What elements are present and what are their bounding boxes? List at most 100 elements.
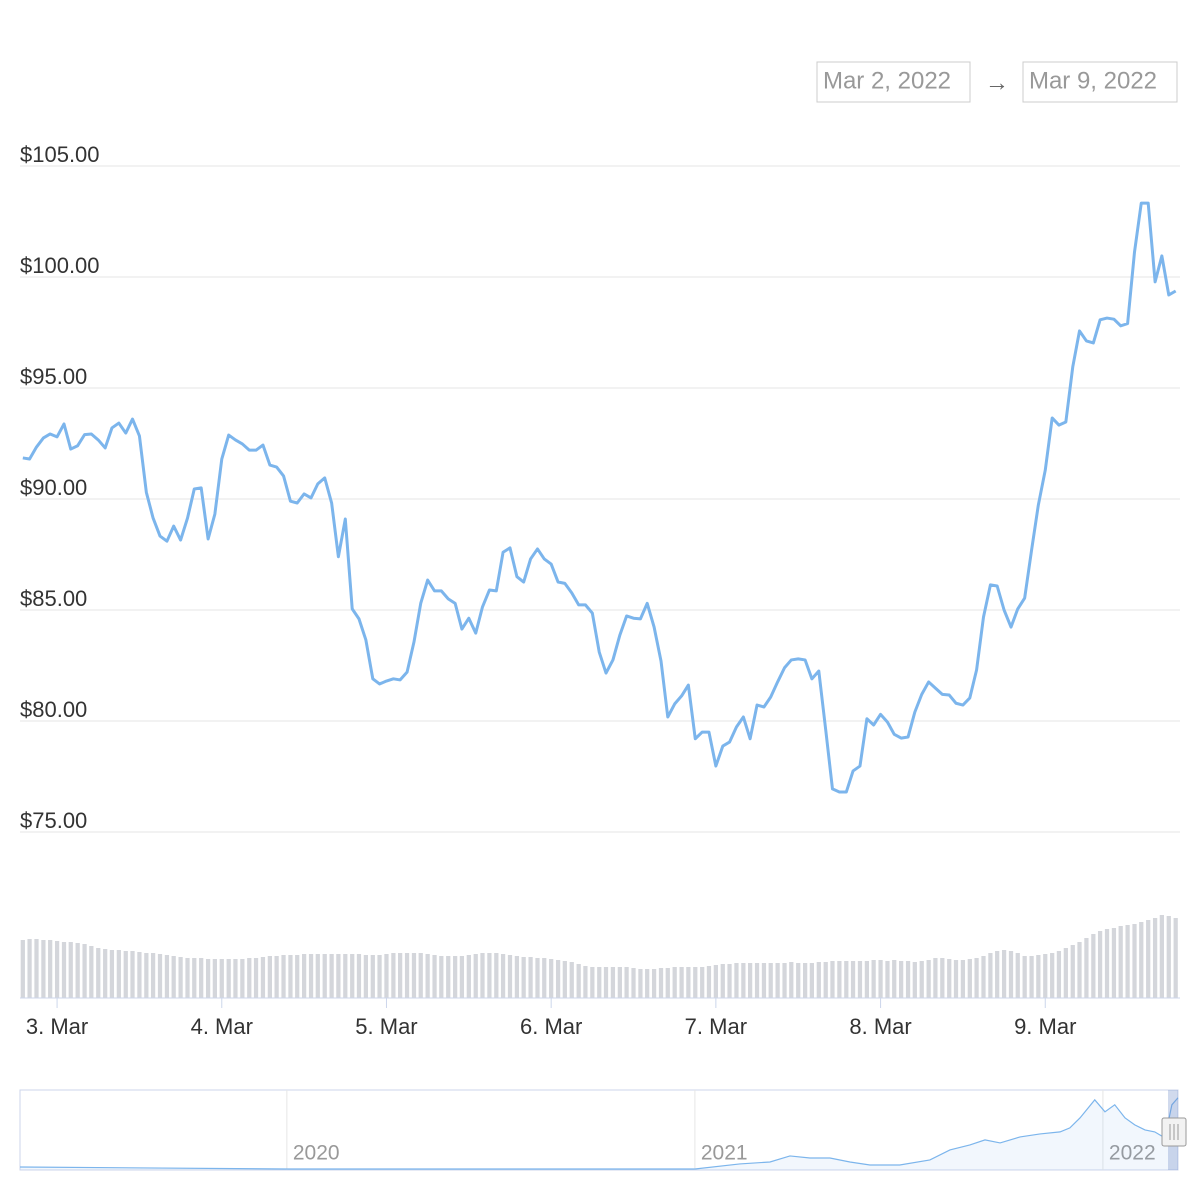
volume-bar [61,942,67,998]
volume-bar [1050,953,1055,998]
volume-bar [542,958,547,998]
volume-bar [123,951,128,998]
volume-bar [240,959,245,998]
volume-bar [651,969,657,998]
volume-bar [576,964,581,998]
volume-bar [912,962,917,998]
volume-bar [1056,951,1062,998]
volume-bar [356,954,362,998]
volume-bar [562,961,567,998]
date-from-input[interactable] [816,61,971,103]
volume-bar [212,959,217,998]
date-from: Mar 2, 2022 [823,67,951,94]
x-tick-label: 9. Mar [1014,1014,1076,1039]
volume-bar [171,956,176,998]
volume-bar [1029,956,1034,998]
volume-bar [940,958,945,998]
volume-bar [850,961,856,998]
date-arrow: → [985,69,1009,96]
volume-bar [27,939,32,998]
volume-bar [617,967,622,998]
volume-bar [1097,931,1103,998]
volume-bar [1022,956,1027,998]
volume-bar [754,963,760,998]
volume-bar [89,946,94,998]
volume-bar [768,963,773,998]
volume-bar [857,961,863,998]
volume-bar [864,961,870,998]
volume-bar [583,966,588,998]
volume-bar [164,955,170,998]
volume-bar [905,961,911,998]
volume-bar [1125,925,1130,998]
volume-bar [253,958,259,998]
volume-bar [308,954,314,998]
volume-bar [329,954,334,998]
volume-bar [453,956,458,998]
volume-bar [1159,915,1164,998]
volume-bar [610,967,616,998]
volume-bar [796,963,801,998]
volume-bar [782,963,787,998]
volume-bar [700,967,705,998]
volume-bar [1063,948,1068,998]
volume-bar [494,953,499,998]
volume-bar [809,963,815,998]
volume-bar [281,955,286,998]
volume-bar [75,943,80,998]
volume-bar [919,961,924,998]
volume-bar [185,958,190,998]
volume-bar [130,951,135,998]
volume-bar [1070,945,1075,998]
volume-bar [1104,929,1110,998]
volume-bar [41,940,46,998]
volume-bar [878,960,883,998]
volume-bar [1118,926,1123,998]
volume-bar [404,953,410,998]
volume-bar [336,954,341,998]
date-to-input[interactable] [1022,61,1178,103]
volume-bar [528,957,533,998]
volume-bar [1008,951,1014,998]
x-tick-label: 6. Mar [520,1014,582,1039]
volume-bar [370,955,375,998]
volume-bar [638,969,643,998]
volume-bar [363,955,369,998]
volume-bar [391,953,396,998]
volume-bar [624,967,629,998]
volume-bar [82,944,87,998]
volume-bar [686,967,691,998]
volume-bar [1015,953,1020,998]
volume-bar [1043,954,1048,998]
volume-bar [199,958,204,998]
volume-bar [988,953,993,998]
volume-bar [734,963,739,998]
volume-bar [1139,922,1144,998]
volume-bar [1091,934,1096,998]
volume-bar [446,956,451,998]
y-tick-label: $75.00 [20,808,87,833]
volume-bar [144,953,149,998]
volume-bar [267,956,272,998]
volume-bar [981,956,986,998]
navigator-line [19,1097,1179,1170]
date-to: Mar 9, 2022 [1029,67,1157,94]
volume-bar [672,967,677,998]
volume-bar [1132,924,1137,998]
volume-bar [411,953,417,998]
x-tick-label: 4. Mar [191,1014,253,1039]
volume-bar [892,960,897,998]
volume-bar [1084,938,1089,998]
volume-bar [157,954,163,998]
volume-bar [960,960,966,998]
volume-bar [487,953,492,998]
volume-bar [439,956,444,998]
volume-bar [219,959,224,998]
volume-bar [974,958,979,998]
volume-bar [260,957,266,998]
x-tick-label: 7. Mar [685,1014,747,1039]
volume-bar [521,957,526,998]
volume-bar [597,967,602,998]
